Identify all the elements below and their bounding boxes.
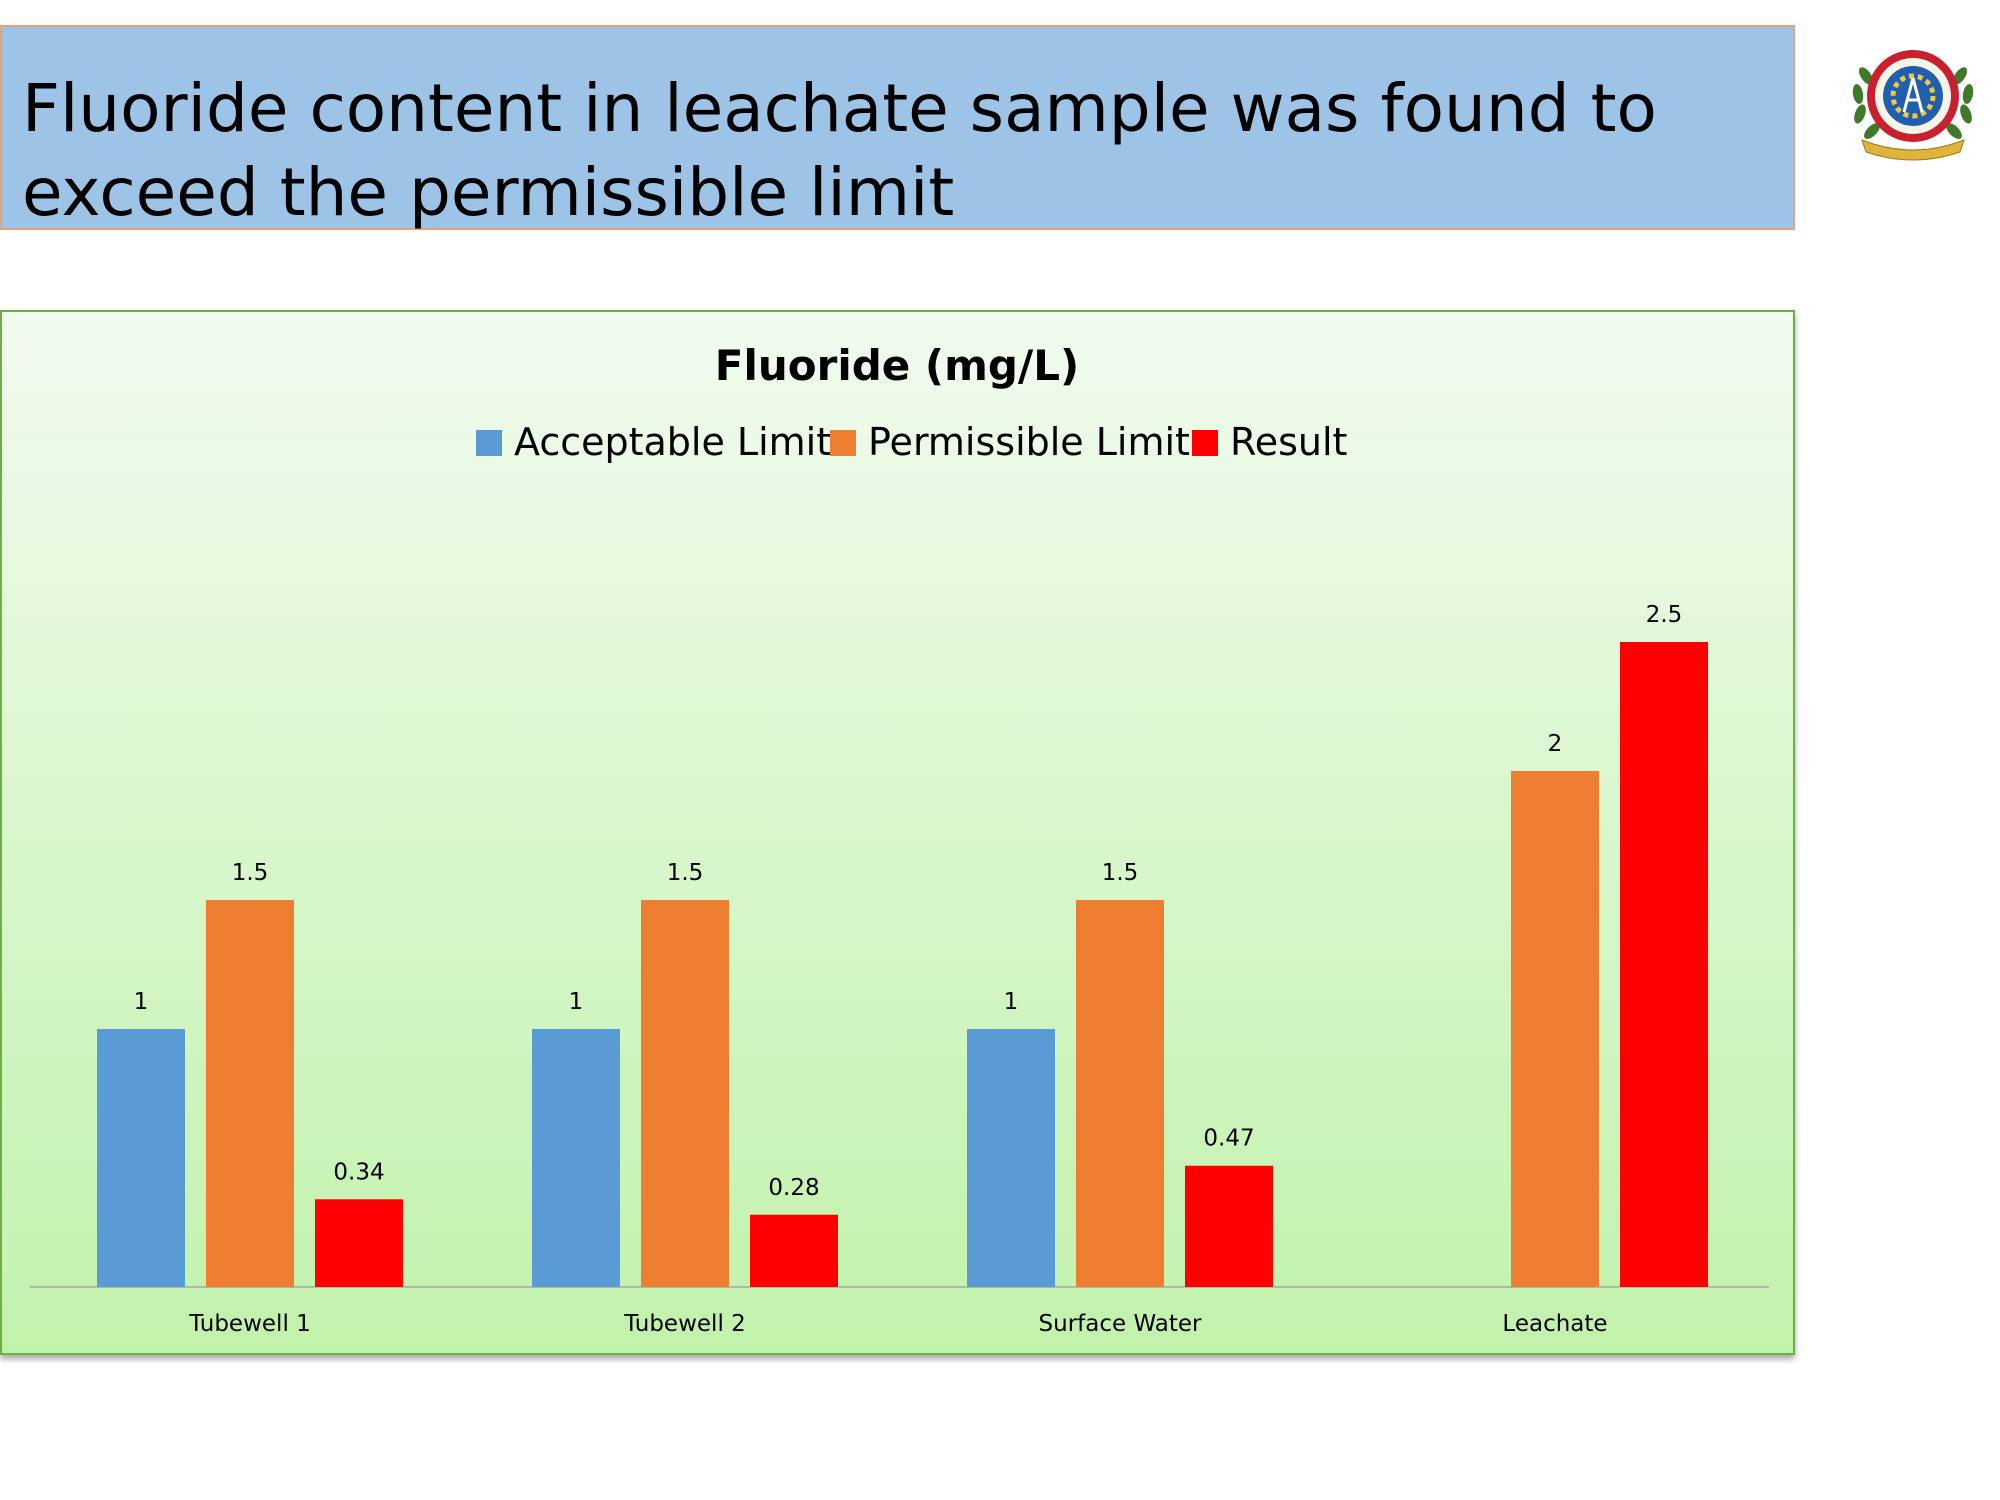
data-label-surface-water-acceptable-limit: 1 [1004,989,1019,1015]
category-label-surface-water: Surface Water [1039,1311,1202,1337]
category-label-leachate: Leachate [1502,1311,1607,1337]
gear-icon [1890,73,1936,119]
data-label-tubewell-2-result: 0.28 [768,1175,819,1201]
legend-label-acceptable-limit: Acceptable Limit [514,420,831,464]
compass-icon [1902,77,1924,113]
data-label-tubewell-1-permissible-limit: 1.5 [232,860,269,886]
bar-surface-water-result [1185,1165,1273,1287]
chart-category-labels: Tubewell 1 Tubewell 2 Surface Water Leachat… [188,1311,1607,1337]
chart-title: Fluoride (mg/L) [715,341,1079,390]
chart-legend: Acceptable Limit Permissible Limit Result [476,420,1347,464]
slide-title-box: Fluoride content in leachate sample was … [0,25,1795,231]
bar-tubewell-2-permissible-limit [641,900,729,1287]
bar-tubewell-1-acceptable-limit [97,1029,185,1287]
data-label-leachate-permissible-limit: 2 [1548,731,1563,757]
bar-tubewell-1-result [315,1199,403,1287]
institution-emblem [1852,50,1974,161]
bar-tubewell-2-result [750,1214,838,1287]
chart-data-labels: 1 1.5 0.34 1 1.5 0.28 1 1.5 0.47 2 2.5 [134,602,1683,1201]
emblem-ribbon [1861,139,1965,161]
bar-surface-water-permissible-limit [1076,900,1164,1287]
chart-bars [97,642,1708,1287]
bar-tubewell-2-acceptable-limit [532,1029,620,1287]
legend-swatch-result [1192,430,1218,456]
category-label-tubewell-1: Tubewell 1 [188,1311,311,1337]
bar-leachate-result [1620,642,1708,1287]
legend-label-permissible-limit: Permissible Limit [868,420,1190,464]
data-label-tubewell-1-result: 0.34 [333,1159,384,1185]
chart-panel: Fluoride (mg/L) Acceptable Limit Permissi… [0,310,1795,1355]
data-label-leachate-result: 2.5 [1646,602,1683,628]
bar-surface-water-acceptable-limit [967,1029,1055,1287]
legend-swatch-permissible-limit [830,430,856,456]
data-label-tubewell-1-acceptable-limit: 1 [134,989,149,1015]
legend-label-result: Result [1230,420,1347,464]
data-label-tubewell-2-permissible-limit: 1.5 [667,860,704,886]
legend-swatch-acceptable-limit [476,430,502,456]
data-label-tubewell-2-acceptable-limit: 1 [569,989,584,1015]
category-label-tubewell-2: Tubewell 2 [623,1311,746,1337]
bar-tubewell-1-permissible-limit [206,900,294,1287]
bar-leachate-permissible-limit [1511,771,1599,1287]
laurel-wreath [1852,67,1974,139]
data-label-surface-water-result: 0.47 [1203,1126,1254,1152]
data-label-surface-water-permissible-limit: 1.5 [1102,860,1139,886]
slide-title: Fluoride content in leachate sample was … [22,70,1657,231]
bar-chart: Fluoride (mg/L) Acceptable Limit Permissi… [30,341,1769,1337]
